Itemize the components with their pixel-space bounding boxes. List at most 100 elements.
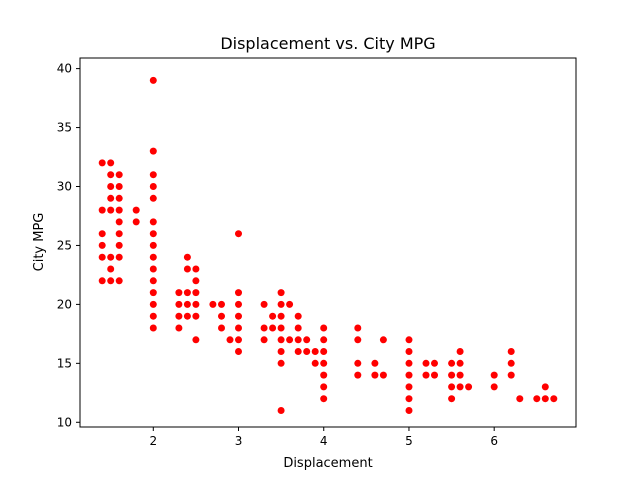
data-point [149, 194, 157, 202]
data-point [183, 265, 191, 273]
data-point [431, 371, 438, 379]
data-point [277, 407, 285, 414]
data-point [448, 371, 456, 379]
data-point [192, 300, 200, 308]
data-point [149, 230, 157, 238]
data-point [115, 218, 123, 226]
data-point [149, 147, 157, 155]
data-point [98, 253, 106, 261]
data-point [303, 336, 311, 344]
data-point [149, 218, 157, 226]
data-point [405, 407, 413, 414]
data-point [456, 383, 464, 391]
data-point [422, 371, 430, 379]
data-point [405, 336, 413, 344]
data-point [320, 336, 328, 344]
data-point [277, 359, 285, 367]
data-point [183, 312, 191, 320]
data-point [286, 300, 294, 308]
data-point [456, 348, 464, 355]
data-point [149, 324, 157, 332]
data-point [379, 371, 387, 379]
y-tick-label: 30 [57, 180, 72, 194]
data-point [456, 359, 464, 367]
y-tick-label: 10 [57, 415, 72, 429]
x-tick-label: 6 [490, 434, 498, 448]
data-point [465, 383, 473, 391]
data-point [379, 336, 387, 344]
data-point [320, 348, 328, 355]
data-point [431, 359, 438, 367]
axis-ticks: 2 3 4 5 6 10 15 20 25 30 35 40 [57, 62, 498, 448]
data-point [354, 336, 362, 344]
data-point [149, 277, 157, 285]
data-point [115, 171, 123, 179]
data-point [269, 312, 277, 320]
data-point [149, 183, 157, 190]
data-point [490, 371, 498, 379]
data-point [507, 348, 515, 355]
data-point [149, 171, 157, 179]
data-point [311, 348, 319, 355]
data-point [98, 241, 106, 249]
data-point [115, 194, 123, 202]
data-point [507, 359, 515, 367]
data-point [115, 230, 123, 238]
data-point [175, 300, 183, 308]
data-point [235, 312, 242, 320]
data-point [550, 395, 558, 403]
data-point [183, 289, 191, 297]
data-point [149, 241, 157, 249]
y-tick-label: 25 [57, 238, 72, 252]
data-point [303, 348, 311, 355]
data-point [149, 289, 157, 297]
data-point [533, 395, 541, 403]
y-tick-label: 40 [57, 62, 72, 76]
data-point [175, 312, 183, 320]
data-point [354, 324, 362, 332]
data-point [132, 206, 140, 214]
data-point [235, 230, 242, 238]
data-point [183, 253, 191, 261]
data-point [405, 395, 413, 403]
data-point [192, 277, 200, 285]
data-point [260, 336, 268, 344]
data-point [107, 171, 115, 179]
x-tick-label: 4 [320, 434, 328, 448]
data-point [507, 371, 515, 379]
data-point [132, 218, 140, 226]
data-point [277, 300, 285, 308]
data-point [541, 395, 549, 403]
x-axis-label: Displacement [283, 456, 372, 471]
data-point [294, 312, 302, 320]
data-point [371, 359, 379, 367]
data-point [405, 383, 413, 391]
data-point [175, 324, 183, 332]
data-point [294, 324, 302, 332]
data-point [320, 359, 328, 367]
data-point [115, 206, 123, 214]
data-point [260, 300, 268, 308]
x-tick-label: 2 [149, 434, 157, 448]
data-point [456, 371, 464, 379]
data-point [235, 300, 242, 308]
data-point [175, 289, 183, 297]
data-point [192, 312, 200, 320]
data-point [354, 371, 362, 379]
data-point [218, 300, 225, 308]
data-point [277, 336, 285, 344]
data-point [149, 76, 157, 84]
data-point [235, 336, 242, 344]
data-point [115, 253, 123, 261]
data-point [405, 371, 413, 379]
data-point [183, 300, 191, 308]
data-point [115, 277, 123, 285]
data-point [320, 395, 328, 403]
data-point [294, 348, 302, 355]
data-point [107, 206, 115, 214]
data-point [115, 183, 123, 190]
data-point [107, 194, 115, 202]
data-point [320, 383, 328, 391]
data-point [405, 348, 413, 355]
data-point [107, 277, 115, 285]
